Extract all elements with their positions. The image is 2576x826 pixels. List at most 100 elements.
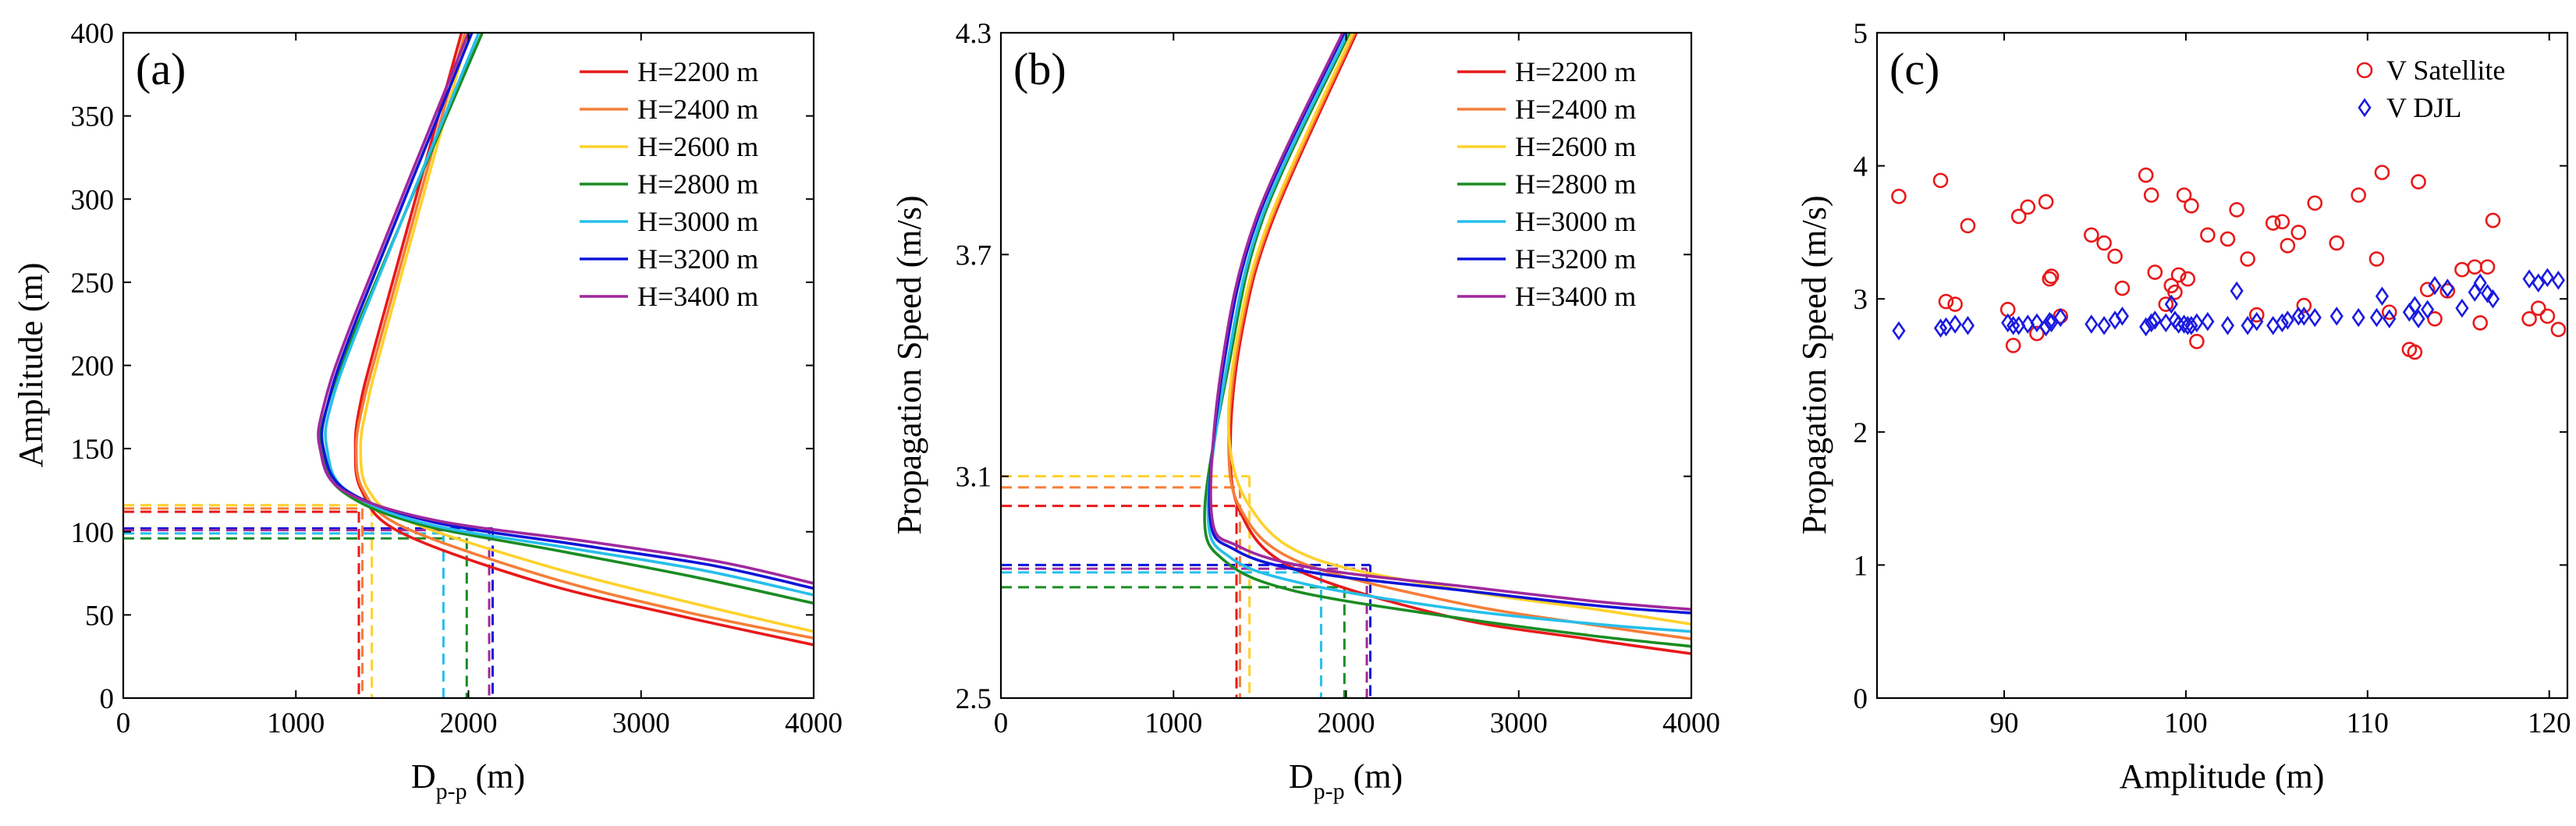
legend-label: V Satellite: [2386, 55, 2505, 86]
scatter-point-satellite: [2005, 338, 2021, 353]
scatter-point-djl: [2097, 316, 2111, 335]
scatter-point-djl: [2291, 307, 2305, 326]
panel-b-legend: H=2200 m H=2400 m H=2600 m H=2800 m H=3000 m…: [1457, 56, 1636, 312]
scatter-point-satellite: [2374, 165, 2390, 180]
scatter-point-djl: [2532, 273, 2546, 292]
x-tick-label: 4000: [1662, 707, 1720, 739]
scatter-point-satellite: [2329, 235, 2345, 251]
x-tick-label: 0: [116, 707, 131, 739]
y-tick-label: 3: [1854, 284, 1868, 316]
scatter-point-satellite: [2290, 225, 2307, 240]
scatter-point-djl: [2375, 286, 2390, 307]
series-line: [1227, 33, 1691, 640]
scatter-point-satellite: [2381, 304, 2397, 321]
scatter-point-satellite: [1960, 218, 1976, 234]
scatter-point-satellite: [2485, 212, 2501, 229]
panel-b-data: [1001, 33, 1691, 698]
scatter-point-djl: [2030, 313, 2044, 333]
series-line: [1208, 33, 1691, 615]
legend-label: H=3000 m: [637, 206, 758, 237]
scatter-point-satellite: [2274, 214, 2290, 230]
scatter-point-djl: [2184, 316, 2198, 335]
x-tick-label: 1000: [1144, 707, 1202, 739]
scatter-point-djl: [2172, 314, 2186, 334]
scatter-point-djl: [2480, 284, 2495, 303]
scatter-point-djl: [1948, 314, 1962, 334]
panel-b: 0 1000 2000 3000 4000 2.5 3.1 3.7 4.3 (b) Propag…: [890, 18, 1720, 804]
scatter-point-satellite: [2010, 208, 2027, 225]
x-tick-label: 3000: [612, 707, 670, 739]
panel-c-xlabel: Amplitude (m): [2120, 757, 2325, 796]
y-tick-label: 250: [71, 268, 115, 300]
panel-c-legend: V Satellite V DJL: [2356, 55, 2505, 123]
panel-a-data: [123, 33, 814, 698]
scatter-point-satellite: [2170, 267, 2187, 283]
legend-label: H=2200 m: [637, 56, 758, 87]
legend-label: H=3400 m: [1515, 281, 1636, 312]
y-tick-label: 3.7: [956, 239, 992, 271]
scatter-point-djl: [2230, 281, 2244, 301]
y-tick-label: 2.5: [956, 683, 992, 715]
x-tick-label: 0: [994, 707, 1009, 739]
series-line: [1226, 33, 1691, 626]
scatter-point-satellite: [2248, 307, 2265, 323]
panel-a-xlabel-sub: p-p: [436, 778, 467, 804]
scatter-point-satellite: [2280, 238, 2296, 253]
series-line: [317, 33, 814, 585]
y-tick-label: 50: [85, 600, 114, 632]
scatter-point-djl: [2007, 316, 2021, 335]
legend-label: H=3200 m: [1515, 243, 1636, 275]
scatter-point-satellite: [2368, 251, 2385, 267]
scatter-point-djl: [2551, 271, 2565, 290]
panel-a-xlabel: Dp-p (m): [411, 757, 525, 804]
scatter-point-djl: [2148, 310, 2162, 330]
scatter-point-satellite: [2479, 259, 2496, 275]
scatter-point-satellite: [2189, 333, 2205, 349]
panel-c-label: (c): [1889, 44, 1939, 94]
legend-label: H=2200 m: [1515, 56, 1636, 87]
x-tick-label: 4000: [785, 707, 843, 739]
scatter-point-satellite: [2539, 308, 2556, 324]
legend-label: H=2800 m: [637, 168, 758, 200]
legend-label: H=2800 m: [1515, 168, 1636, 200]
scatter-point-djl: [2351, 307, 2365, 328]
scatter-point-djl: [1933, 318, 1948, 338]
x-tick-label: 110: [2347, 707, 2389, 739]
x-tick-label: 3000: [1490, 707, 1548, 739]
scatter-point-satellite: [2472, 315, 2489, 331]
scatter-point-djl: [2115, 307, 2129, 326]
scatter-point-satellite: [2147, 264, 2163, 280]
scatter-point-djl: [2266, 316, 2280, 335]
scatter-point-satellite: [2180, 271, 2196, 287]
scatter-point-satellite: [2229, 202, 2244, 218]
scatter-point-satellite: [2454, 261, 2470, 278]
scatter-point-satellite: [1891, 189, 1907, 204]
legend-label: H=2600 m: [637, 131, 758, 162]
x-tick-label: 2000: [1318, 707, 1375, 739]
scatter-point-satellite: [1932, 172, 1949, 189]
scatter-point-satellite: [2107, 248, 2123, 264]
scatter-point-satellite: [2427, 310, 2443, 327]
scatter-point-satellite: [2096, 235, 2112, 251]
scatter-point-satellite: [2167, 284, 2183, 300]
scatter-point-djl: [2275, 313, 2289, 333]
x-tick-label: 2000: [440, 707, 498, 739]
scatter-point-djl: [2411, 309, 2425, 329]
scatter-point-djl: [2308, 307, 2322, 328]
scatter-point-djl: [2145, 313, 2159, 333]
panel-b-xlabel-main: D: [1289, 757, 1314, 796]
panel-a-ylabel: Amplitude (m): [12, 263, 50, 468]
scatter-point-djl: [2407, 296, 2422, 315]
panel-b-xlabel-sub: p-p: [1314, 778, 1345, 804]
scatter-point-djl: [2440, 278, 2454, 298]
panel-b-xlabel: Dp-p (m): [1289, 757, 1403, 804]
panel-b-ticks: 0 1000 2000 3000 4000 2.5 3.1 3.7 4.3: [956, 18, 1720, 739]
y-tick-label: 0: [100, 683, 115, 715]
series-line: [359, 33, 814, 633]
scatter-point-satellite: [2240, 251, 2255, 267]
y-tick-label: 2: [1854, 417, 1868, 449]
panel-c-ticks: 90 100 110 120 0 1 2 3 4 5: [1854, 18, 2571, 739]
scatter-point-satellite: [2530, 300, 2546, 316]
scatter-point-satellite: [2307, 195, 2323, 211]
